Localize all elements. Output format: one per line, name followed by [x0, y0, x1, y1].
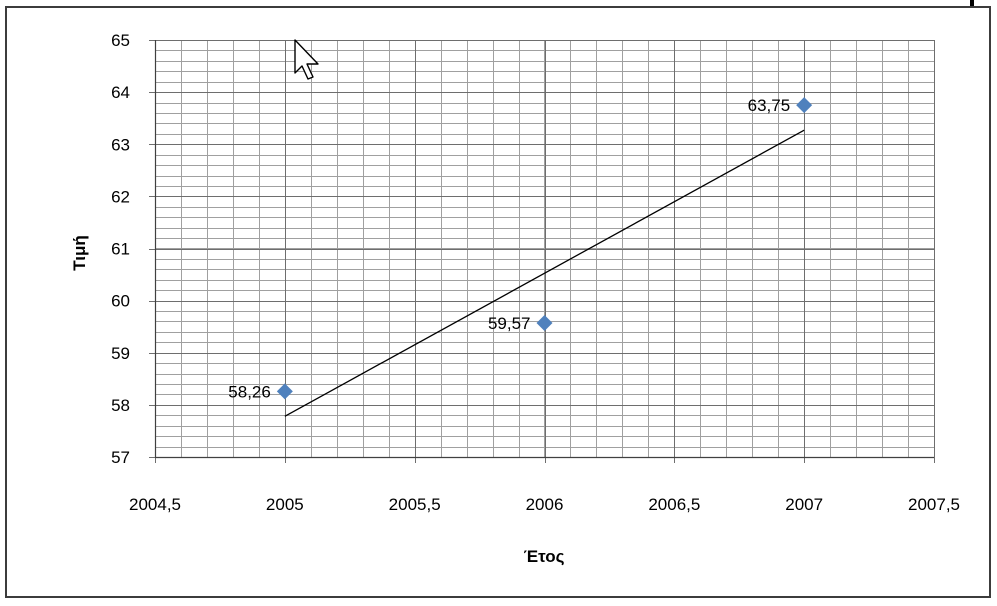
- mouse-cursor-icon: [294, 39, 319, 80]
- y-tick-label: 61: [111, 240, 130, 259]
- x-tick-label: 2005,5: [389, 495, 441, 514]
- data-point-marker: [276, 383, 293, 400]
- y-tick-label: 62: [111, 187, 130, 206]
- x-tick-label: 2006,5: [648, 495, 700, 514]
- y-tick-label: 64: [111, 83, 130, 102]
- y-tick-label: 59: [111, 344, 130, 363]
- y-tick-label: 57: [111, 448, 130, 467]
- x-tick-label: 2005: [266, 495, 304, 514]
- y-tick-labels: 57 58 59 60 61 62 63 64 65: [111, 31, 130, 467]
- x-tick-label: 2007: [785, 495, 823, 514]
- y-axis-title: Τιμή: [70, 235, 89, 271]
- y-tick-label: 60: [111, 292, 130, 311]
- data-point-marker: [536, 315, 553, 332]
- x-axis-title: Έτος: [524, 547, 565, 566]
- trendline: [284, 129, 805, 417]
- frame-corner-mark: [970, 0, 974, 6]
- minor-gridlines: [155, 40, 935, 458]
- y-tick-label: 65: [111, 31, 130, 50]
- data-labels: 58,26 59,57 63,75: [228, 96, 790, 401]
- data-point-marker: [796, 97, 813, 114]
- data-label: 59,57: [488, 314, 531, 333]
- y-tick-label: 58: [111, 396, 130, 415]
- axes: [154, 40, 934, 459]
- data-label: 58,26: [228, 382, 271, 401]
- data-label: 63,75: [748, 96, 791, 115]
- data-points: [276, 97, 813, 400]
- x-tick-labels: 2004,5 2005 2005,5 2006 2006,5 2007 2007,5: [129, 495, 960, 514]
- x-tick-label: 2006: [526, 495, 564, 514]
- trendline-group: [284, 129, 805, 417]
- x-tick-label: 2004,5: [129, 495, 181, 514]
- x-tick-label: 2007,5: [908, 495, 960, 514]
- y-tick-label: 63: [111, 135, 130, 154]
